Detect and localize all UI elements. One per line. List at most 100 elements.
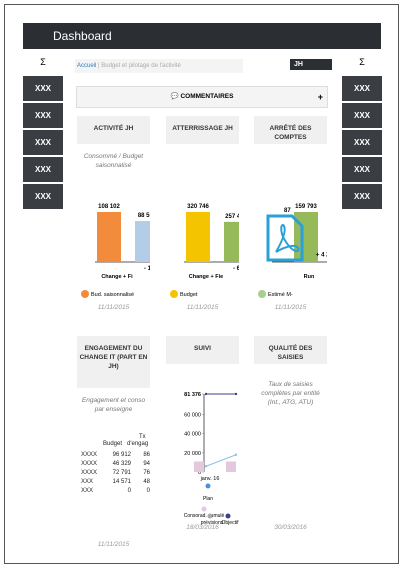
y-tick-label: 40 000 [184,432,201,438]
card-title: ACTIVITÉ JH [93,125,134,132]
legend-label: Bud. saisonnalisé [91,292,134,298]
card: QUALITÉ DES SAISIES Taux de saisies compl… [254,336,327,546]
bar-chart: 320 746 257 450 - 63 297 Change + Fie Budget [170,204,239,298]
axis-label: Change + Fie [189,274,223,280]
table-cell: 86 % [143,452,150,458]
comments-bar[interactable]: 💬 COMMENTAIRES + [76,86,328,108]
series-point [234,453,238,456]
bar-value-label: 88 555 [138,213,150,219]
line-chart: 0 20 000 40 000 60 000 81 376 janv. 16 Plan Con… [184,392,240,526]
table-cell: 0 % [146,488,150,494]
table-cell: XXXX [81,452,98,458]
clipped-value-label: 87 [284,208,291,214]
y-tick-label: 81 376 [184,392,201,398]
bar-chart: 159 793 + 4 207 87 Run Estimé M- [258,204,327,298]
sigma: Σ [359,57,365,67]
card: ATTERRISSAGE JH 11/11/2015 320 746 257 450 -… [166,116,239,326]
card-date: 18/03/2016 [186,524,219,531]
card-date: 11/11/2015 [186,304,219,311]
breadcrumb: Accueil | Budget et pilotage de l'activi… [75,59,243,73]
table-cell: 48 % [143,479,150,485]
card: ENGAGEMENT DU CHANGE IT (PART EN JH) Enga… [77,336,150,546]
table-cell: 46 329 [112,461,131,467]
legend-swatch [201,506,207,512]
card-title: ENGAGEMENT DU CHANGE IT (PART EN JH) [79,345,148,370]
card-panel: 11/11/2015 159 793 + 4 207 87 Run Estimé M- [254,144,327,326]
legend-swatch [170,290,178,298]
bar-value-label: 108 102 [98,204,120,210]
side-item[interactable]: XXX [23,103,63,128]
card-title: ARRÊTÉ DES COMPTES [269,125,312,141]
header-title: Dashboard [23,23,381,49]
side-item[interactable]: XXX [23,184,63,209]
side-item[interactable]: XXX [342,103,382,128]
card-date: 11/11/2015 [97,541,130,546]
bar [186,212,210,262]
side-item[interactable]: XXX [23,130,63,155]
table-cell: 72 791 [112,470,131,476]
comments-add[interactable]: + [317,92,323,102]
card: ARRÊTÉ DES COMPTES 11/11/2015 159 793 + 4 2… [254,116,327,326]
card-subtitle: Consommé / Budget saisonnalisé [83,153,144,169]
y-tick-label: 0 [198,470,201,476]
bar-value-label: - 19 546 [144,266,150,272]
x-tick-label: janv. 16 [200,476,220,482]
user-badge[interactable]: JH [290,59,332,70]
bar [224,221,239,262]
legend-label: Estimé M- [268,292,293,298]
table-cell: 76 % [143,470,150,476]
table-cell: 0 [127,488,131,494]
legend-swatch [207,513,213,519]
comments-icon: 💬 [170,93,181,100]
side-item[interactable]: XXX [342,157,382,182]
pdf-icon [266,214,304,262]
bar-value-label: - 63 297 [233,266,239,272]
bar [226,461,236,472]
legend-label: prévisions [201,520,224,526]
card-panel: 11/11/2015 320 746 257 450 - 63 297 Change +… [166,144,239,326]
side-item[interactable]: XXX [342,130,382,155]
card-panel: Taux de saisies complètes par entité (In… [254,364,327,546]
legend-swatch [205,483,211,489]
table-cell: XXX [81,479,94,485]
side-item[interactable]: XXX [342,184,382,209]
bar-value-label: + 4 207 [316,253,327,259]
bar-value-label: 257 450 [225,214,239,220]
series-line [205,454,237,467]
table-header: d'engag [127,441,149,447]
side-item[interactable]: XXX [23,76,63,101]
card: ACTIVITÉ JH Consommé / Budget saisonnalis… [77,116,150,326]
card-date: 11/11/2015 [274,304,307,311]
table-cell: XXX [81,488,94,494]
card: SUIVI 18/03/2016 0 20 000 40 000 60 000 81 376… [166,336,239,546]
axis-label: Change + Fi [101,274,133,280]
series-point [234,392,238,396]
legend-swatch [81,290,89,298]
side-item[interactable]: XXX [342,76,382,101]
legend-label: Plan [203,496,213,502]
series-point [204,392,208,396]
card-panel: 18/03/2016 0 20 000 40 000 60 000 81 376 janv.… [166,364,239,546]
series-point [204,465,208,468]
comments-label: COMMENTAIRES [180,93,234,100]
pdf-icon-glyph [275,224,300,253]
bar-value-label: 159 793 [295,204,317,210]
bar [135,221,150,262]
card-title: QUALITÉ DES SAISIES [268,345,313,361]
table-header: Tx [139,434,146,440]
dashboard: Dashboard Accueil | Budget et pilotage d… [4,4,399,564]
card-date: 11/11/2015 [97,304,130,311]
card-title: ATTERRISSAGE JH [172,125,233,132]
legend-label: Budget [180,292,198,298]
table-cell: XXXX [81,461,98,467]
breadcrumb-home[interactable]: Accueil [77,63,97,69]
axis-label: Run [304,274,315,280]
bar-value-label: 320 746 [187,204,209,210]
y-tick-label: 60 000 [184,412,201,418]
legend-label: Objectif [222,520,240,526]
card-subtitle: Taux de saisies complètes par entité (In… [261,381,320,406]
table-header: Budget [103,441,123,447]
table-cell: 96 912 [112,452,131,458]
side-item[interactable]: XXX [23,157,63,182]
